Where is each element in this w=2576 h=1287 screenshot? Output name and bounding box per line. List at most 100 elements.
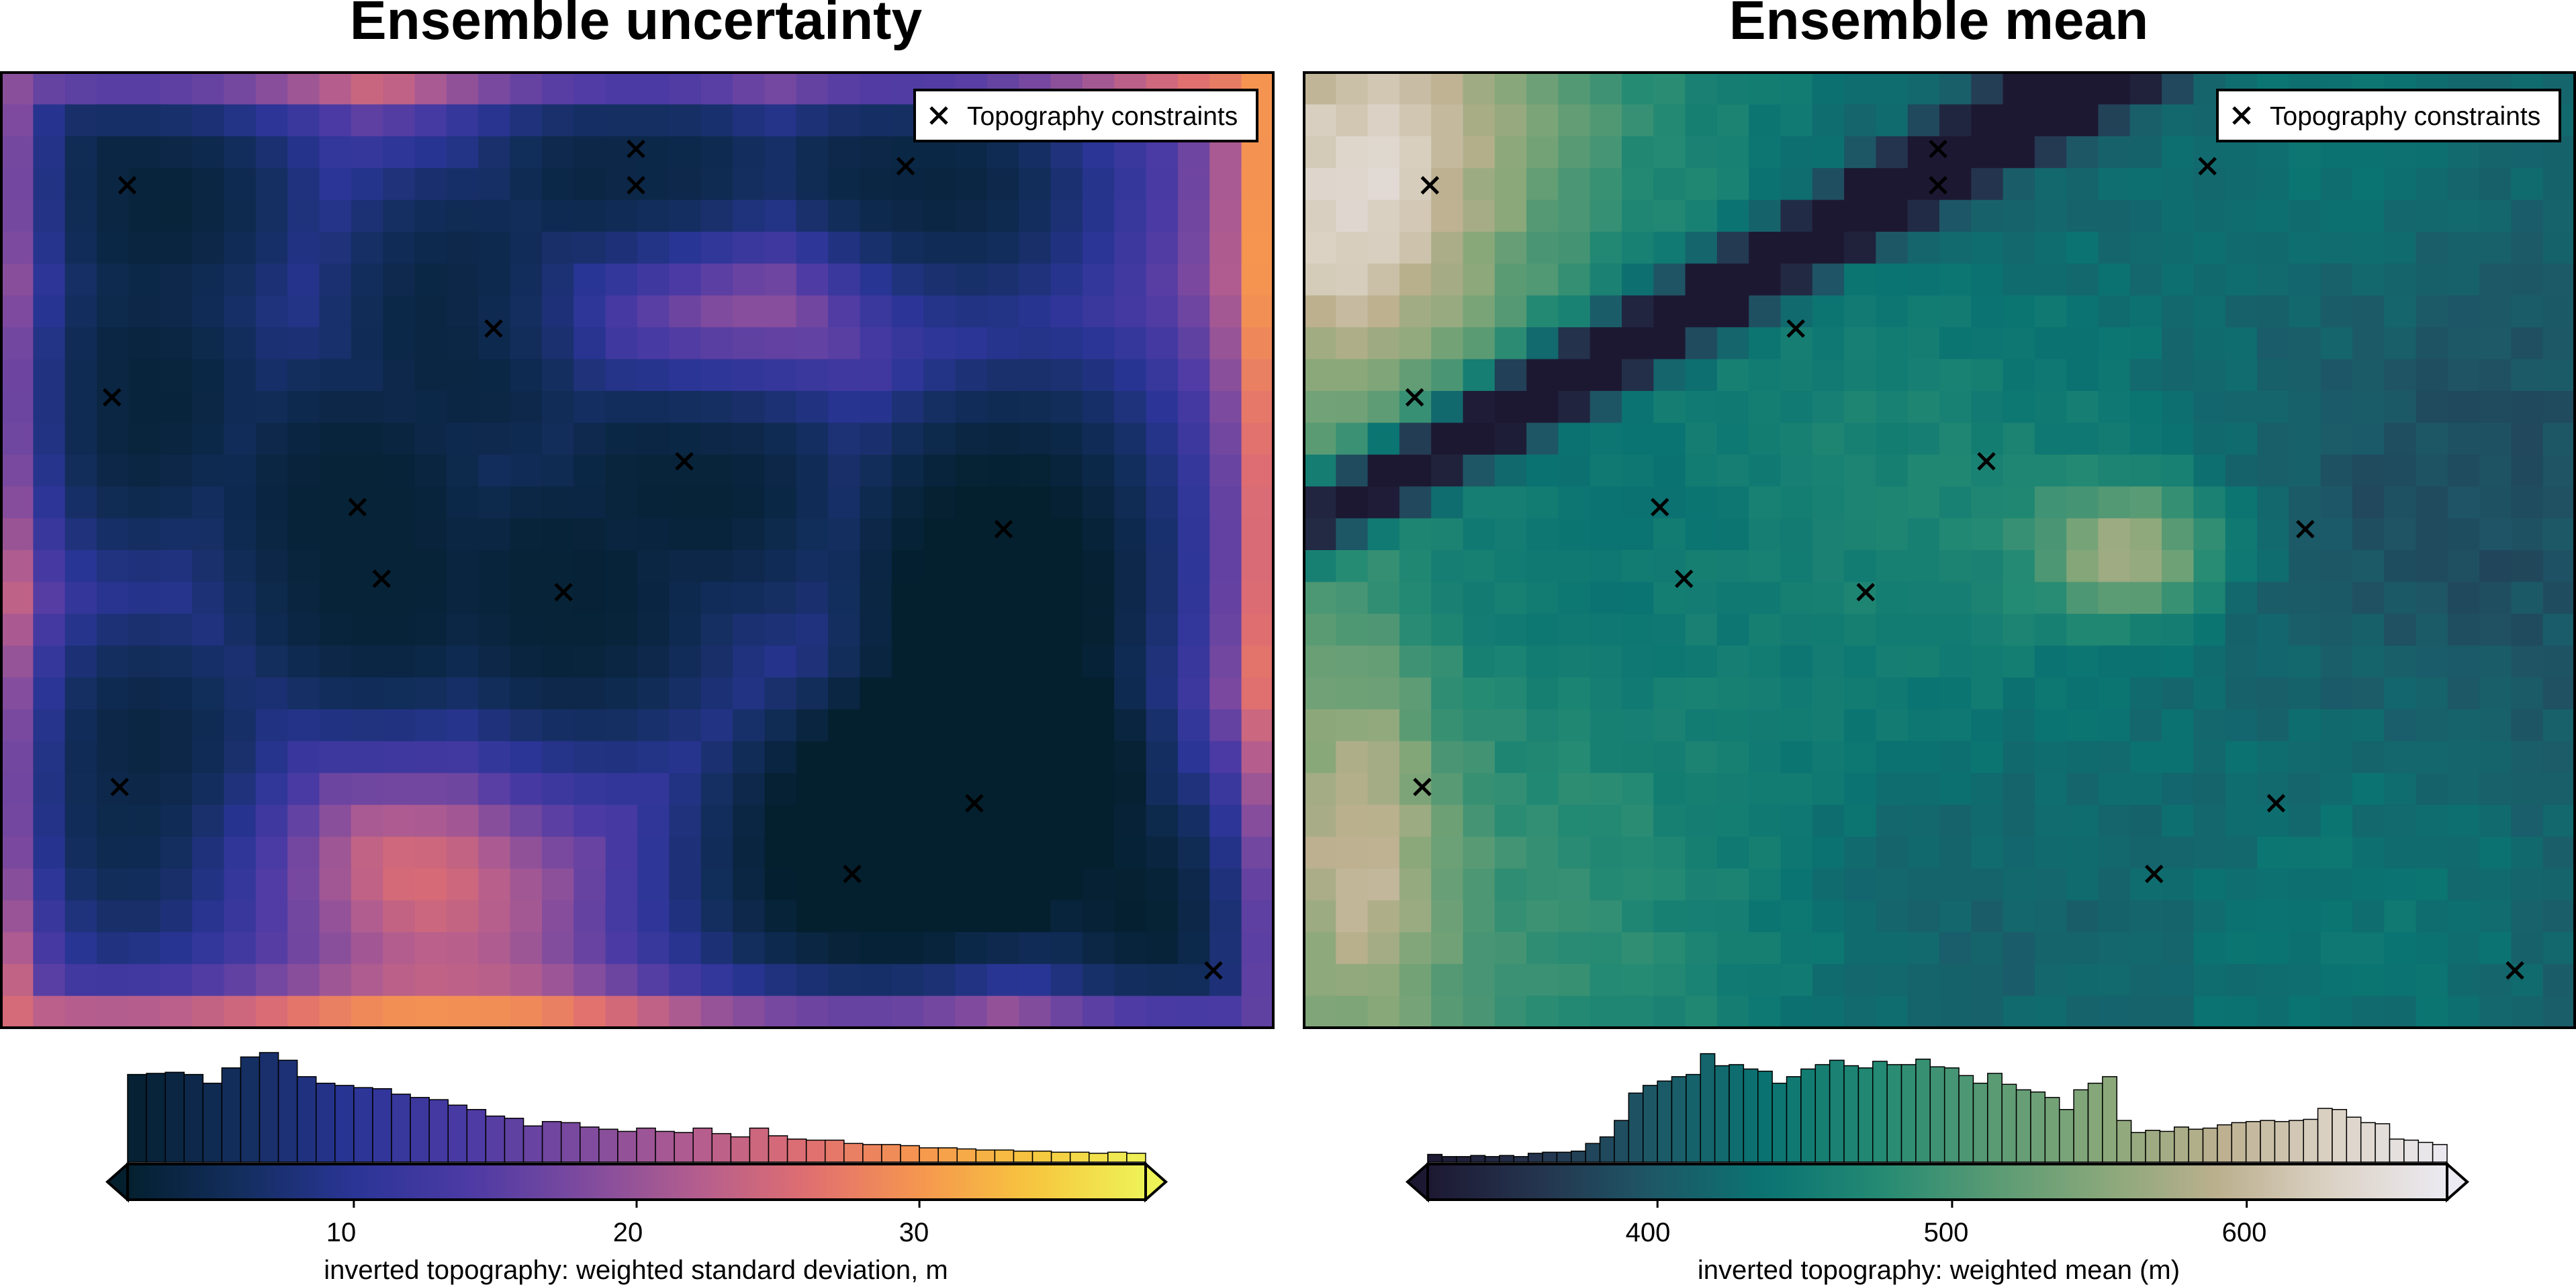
- heatmap-cell: [700, 613, 733, 646]
- heatmap-cell: [605, 932, 638, 965]
- heatmap-cell: [1082, 613, 1115, 646]
- heatmap-cell: [33, 136, 66, 169]
- heatmap-cell: [2162, 677, 2195, 710]
- heatmap-cell: [2320, 772, 2353, 805]
- heatmap-cell: [1146, 772, 1179, 805]
- heatmap-cell: [1241, 677, 1274, 710]
- heatmap-cell: [2225, 677, 2258, 710]
- heatmap-cell: [1146, 168, 1179, 201]
- histogram-bar: [730, 1136, 751, 1163]
- heatmap-cell: [955, 900, 988, 933]
- heatmap-cell: [2034, 932, 2067, 965]
- heatmap-cell: [2511, 263, 2544, 296]
- heatmap-cell: [1241, 263, 1274, 296]
- heatmap-cell: [1653, 73, 1686, 105]
- heatmap-cell: [1431, 486, 1464, 519]
- heatmap-cell: [1685, 486, 1718, 519]
- heatmap-cell: [1780, 104, 1813, 137]
- heatmap-cell: [2352, 613, 2385, 646]
- heatmap-cell: [923, 582, 956, 615]
- histogram-bar: [881, 1144, 901, 1163]
- heatmap-cell: [764, 995, 797, 1028]
- heatmap-cell: [2447, 423, 2480, 455]
- heatmap-cell: [351, 805, 383, 838]
- heatmap-cell: [2129, 772, 2162, 805]
- heatmap-cell: [605, 995, 638, 1028]
- heatmap-cell: [192, 295, 225, 328]
- heatmap-cell: [351, 136, 383, 169]
- heatmap-cell: [2129, 391, 2162, 424]
- heatmap-cell: [1716, 741, 1749, 774]
- heatmap-cell: [828, 295, 861, 328]
- heatmap-cell: [2479, 613, 2512, 646]
- heatmap-cell: [1622, 359, 1655, 392]
- heatmap-cell: [478, 168, 511, 201]
- heatmap-cell: [2066, 359, 2099, 392]
- heatmap-cell: [669, 295, 702, 328]
- heatmap-cell: [128, 772, 161, 805]
- heatmap-cell: [2034, 964, 2067, 997]
- heatmap-cell: [160, 613, 193, 646]
- heatmap-cell: [1590, 964, 1622, 997]
- heatmap-cell: [1526, 582, 1559, 615]
- heatmap-cell: [1844, 263, 1877, 296]
- heatmap-cell: [1146, 327, 1179, 360]
- heatmap-cell: [637, 995, 670, 1028]
- histogram-bar: [2102, 1076, 2118, 1163]
- heatmap-cell: [860, 359, 892, 392]
- heatmap-cell: [1431, 805, 1464, 838]
- heatmap-cell: [319, 73, 352, 105]
- heatmap-cell: [637, 582, 670, 615]
- heatmap-cell: [1780, 900, 1813, 933]
- heatmap-cell: [2447, 518, 2480, 551]
- heatmap-cell: [1716, 327, 1749, 360]
- heatmap-cell: [733, 391, 766, 424]
- heatmap-cell: [764, 136, 797, 169]
- heatmap-cell: [955, 263, 988, 296]
- heatmap-cell: [1209, 168, 1242, 201]
- heatmap-cell: [1114, 900, 1147, 933]
- heatmap-cell: [1685, 900, 1718, 933]
- heatmap-cell: [1399, 168, 1432, 201]
- heatmap-cell: [1780, 359, 1813, 392]
- heatmap-cell: [2034, 772, 2067, 805]
- heatmap-cell: [1431, 709, 1464, 742]
- heatmap-cell: [1336, 932, 1369, 965]
- heatmap-cell: [1463, 932, 1496, 965]
- heatmap-cell: [1780, 263, 1813, 296]
- heatmap-cell: [2129, 359, 2162, 392]
- heatmap-cell: [669, 646, 702, 678]
- heatmap-cell: [2542, 964, 2575, 997]
- heatmap-cell: [478, 836, 511, 869]
- heatmap-cell: [669, 836, 702, 869]
- heatmap-cell: [2162, 263, 2195, 296]
- heatmap-cell: [2479, 518, 2512, 551]
- heatmap-cell: [2479, 869, 2512, 901]
- heatmap-cell: [2416, 646, 2448, 678]
- heatmap-cell: [923, 677, 956, 710]
- heatmap-cell: [860, 104, 892, 137]
- heatmap-cell: [1114, 869, 1147, 901]
- heatmap-cell: [1209, 772, 1242, 805]
- heatmap-cell: [700, 486, 733, 519]
- heatmap-cell: [1590, 869, 1622, 901]
- heatmap-cell: [2511, 805, 2544, 838]
- heatmap-cell: [1876, 772, 1908, 805]
- heatmap-cell: [2129, 199, 2162, 232]
- heatmap-cell: [1876, 295, 1908, 328]
- heatmap-cell: [1526, 454, 1559, 487]
- heatmap-cell: [1114, 964, 1147, 997]
- heatmap-cell: [1907, 263, 1940, 296]
- heatmap-cell: [2162, 136, 2195, 169]
- heatmap-cell: [64, 582, 97, 615]
- heatmap-cell: [1, 869, 34, 901]
- heatmap-cell: [1622, 295, 1655, 328]
- heatmap-cell: [2034, 423, 2067, 455]
- heatmap-cell: [192, 995, 225, 1028]
- heatmap-cell: [1019, 709, 1052, 742]
- heatmap-cell: [160, 582, 193, 615]
- colorbar-low-extend-triangle: [1405, 1161, 1429, 1203]
- colorbar-gradient: [126, 1163, 1147, 1201]
- heatmap-cell: [1876, 677, 1908, 710]
- heatmap-cell: [414, 104, 447, 137]
